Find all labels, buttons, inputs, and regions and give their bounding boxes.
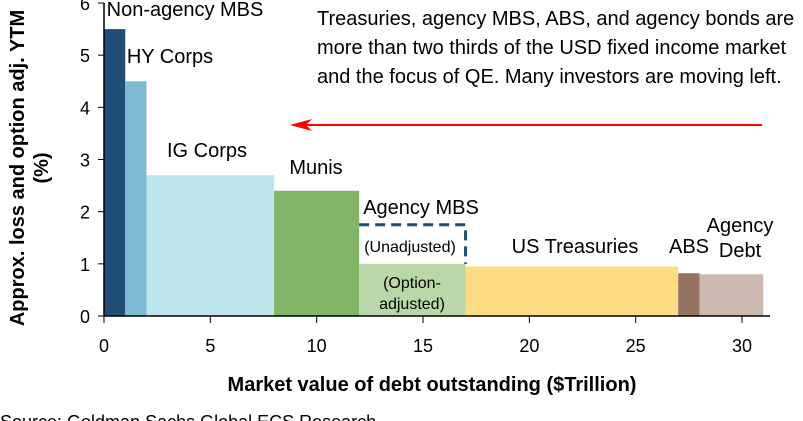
y-axis-label: (%) — [31, 152, 53, 183]
bar-label: ABS — [669, 236, 709, 258]
bar-7 — [699, 274, 764, 316]
x-tick-label: 5 — [205, 336, 215, 356]
x-tick-label: 20 — [519, 336, 539, 356]
y-tick-label: 5 — [80, 46, 90, 66]
annotation-text: and the focus of QE. Many investors are … — [317, 66, 782, 88]
bar-6 — [678, 273, 700, 316]
y-axis-label: Approx. loss and option adj. YTM — [7, 10, 29, 326]
bar-label: Debt — [719, 240, 762, 262]
bar-label: (Unadjusted) — [364, 239, 456, 256]
bar-label: Agency — [707, 215, 774, 237]
annotation-text: more than two thirds of the USD fixed in… — [317, 37, 787, 59]
y-tick-label: 0 — [80, 307, 90, 327]
bar-3 — [274, 190, 360, 316]
x-axis-label: Market value of debt outstanding ($Trill… — [228, 374, 637, 396]
bar-label: IG Corps — [167, 140, 247, 162]
y-tick-label: 6 — [80, 0, 90, 14]
bar-2 — [146, 175, 275, 316]
bar-5 — [465, 266, 679, 316]
x-tick-label: 10 — [307, 336, 327, 356]
y-tick-label: 4 — [80, 98, 90, 118]
arrow-head-icon — [290, 119, 312, 131]
x-tick-label: 0 — [99, 336, 109, 356]
unadjusted-dashed-line — [359, 223, 468, 264]
bar-1 — [125, 81, 147, 316]
bar-label: US Treasuries — [512, 236, 639, 258]
bar-label: Non-agency MBS — [107, 0, 264, 21]
bar-label: Munis — [289, 157, 342, 179]
bar-4 — [359, 263, 466, 316]
y-tick-label: 3 — [80, 151, 90, 171]
x-tick-label: 30 — [732, 336, 752, 356]
bar-label: (Option- — [383, 275, 441, 292]
x-tick-label: 25 — [626, 336, 646, 356]
annotation-text: Treasuries, agency MBS, ABS, and agency … — [317, 8, 794, 30]
x-tick-label: 15 — [413, 336, 433, 356]
bar-0 — [104, 29, 126, 316]
bar-label: HY Corps — [127, 46, 213, 68]
bar-label: adjusted) — [379, 296, 445, 313]
source-text: Source: Goldman Sachs Global ECS Researc… — [0, 412, 376, 421]
bar-label: Agency MBS — [363, 197, 479, 219]
y-tick-label: 1 — [80, 255, 90, 275]
y-tick-label: 2 — [80, 203, 90, 223]
